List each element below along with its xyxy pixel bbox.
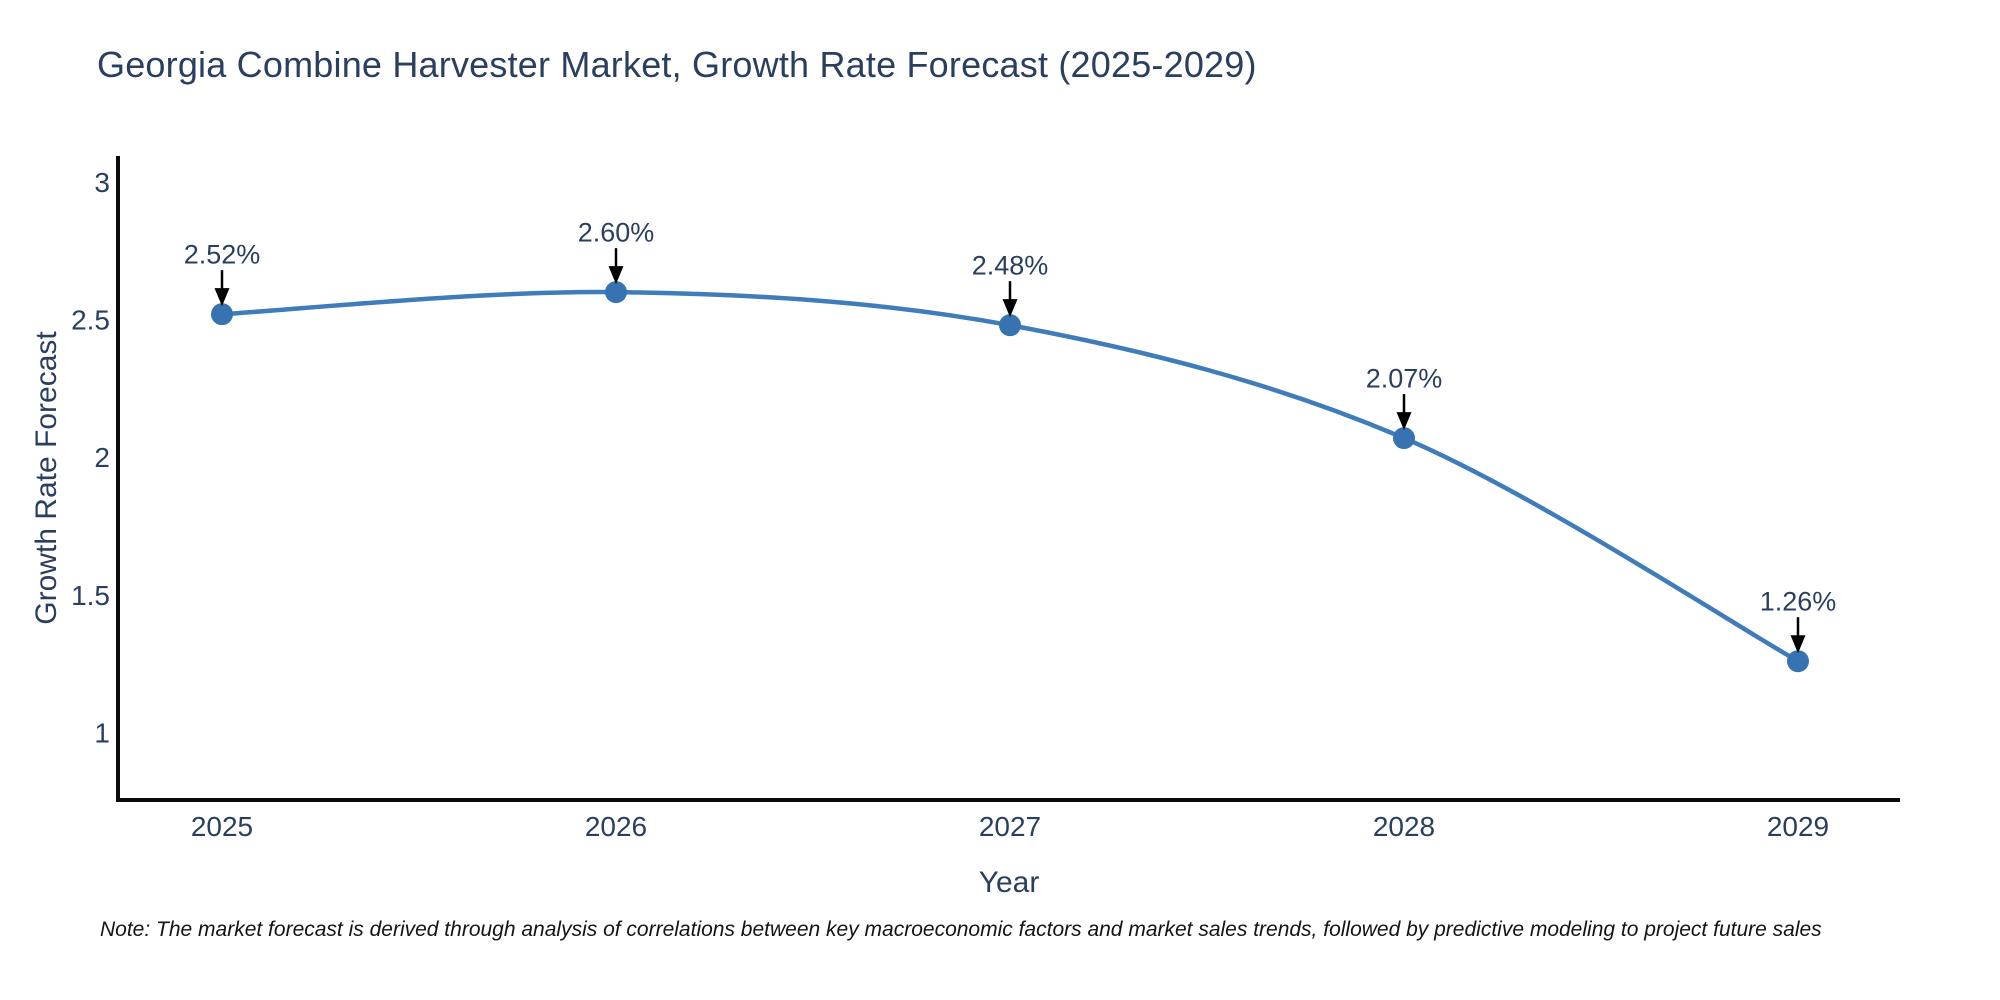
x-tick-label-2025: 2025 [191,811,253,842]
y-tick-label-3: 3 [94,167,110,198]
annotation-arrowhead-2027 [1002,299,1018,318]
annotation-label-2026: 2.60% [578,218,655,248]
annotation-arrowhead-2026 [608,266,624,285]
x-tick-label-2026: 2026 [585,811,647,842]
y-tick-label-2.5: 2.5 [71,304,110,335]
y-tick-label-1: 1 [94,718,110,749]
chart-title: Georgia Combine Harvester Market, Growth… [97,44,1257,85]
annotation-label-2027: 2.48% [972,251,1049,281]
y-tick-label-2: 2 [94,442,110,473]
data-point-2029 [1787,650,1809,673]
forecast-line [219,289,1801,664]
data-point-2027 [999,314,1021,337]
annotation-label-2028: 2.07% [1366,364,1443,394]
x-tick-label-2027: 2027 [979,811,1041,842]
annotation-arrowhead-2029 [1790,635,1806,654]
data-point-2026 [605,281,627,304]
annotation-arrowhead-2025 [214,288,230,307]
y-tick-label-1.5: 1.5 [71,580,110,611]
annotation-arrowhead-2028 [1396,412,1412,431]
y-axis-title: Growth Rate Forecast [30,331,63,625]
x-tick-label-2029: 2029 [1767,811,1829,842]
annotation-label-2025: 2.52% [184,240,261,270]
x-axis-title: Year [978,866,1040,899]
x-tick-label-2028: 2028 [1373,811,1435,842]
annotation-label-2029: 1.26% [1760,587,1837,617]
data-point-2028 [1393,427,1415,450]
data-point-2025 [211,303,233,326]
footnote: Note: The market forecast is derived thr… [100,918,1822,941]
